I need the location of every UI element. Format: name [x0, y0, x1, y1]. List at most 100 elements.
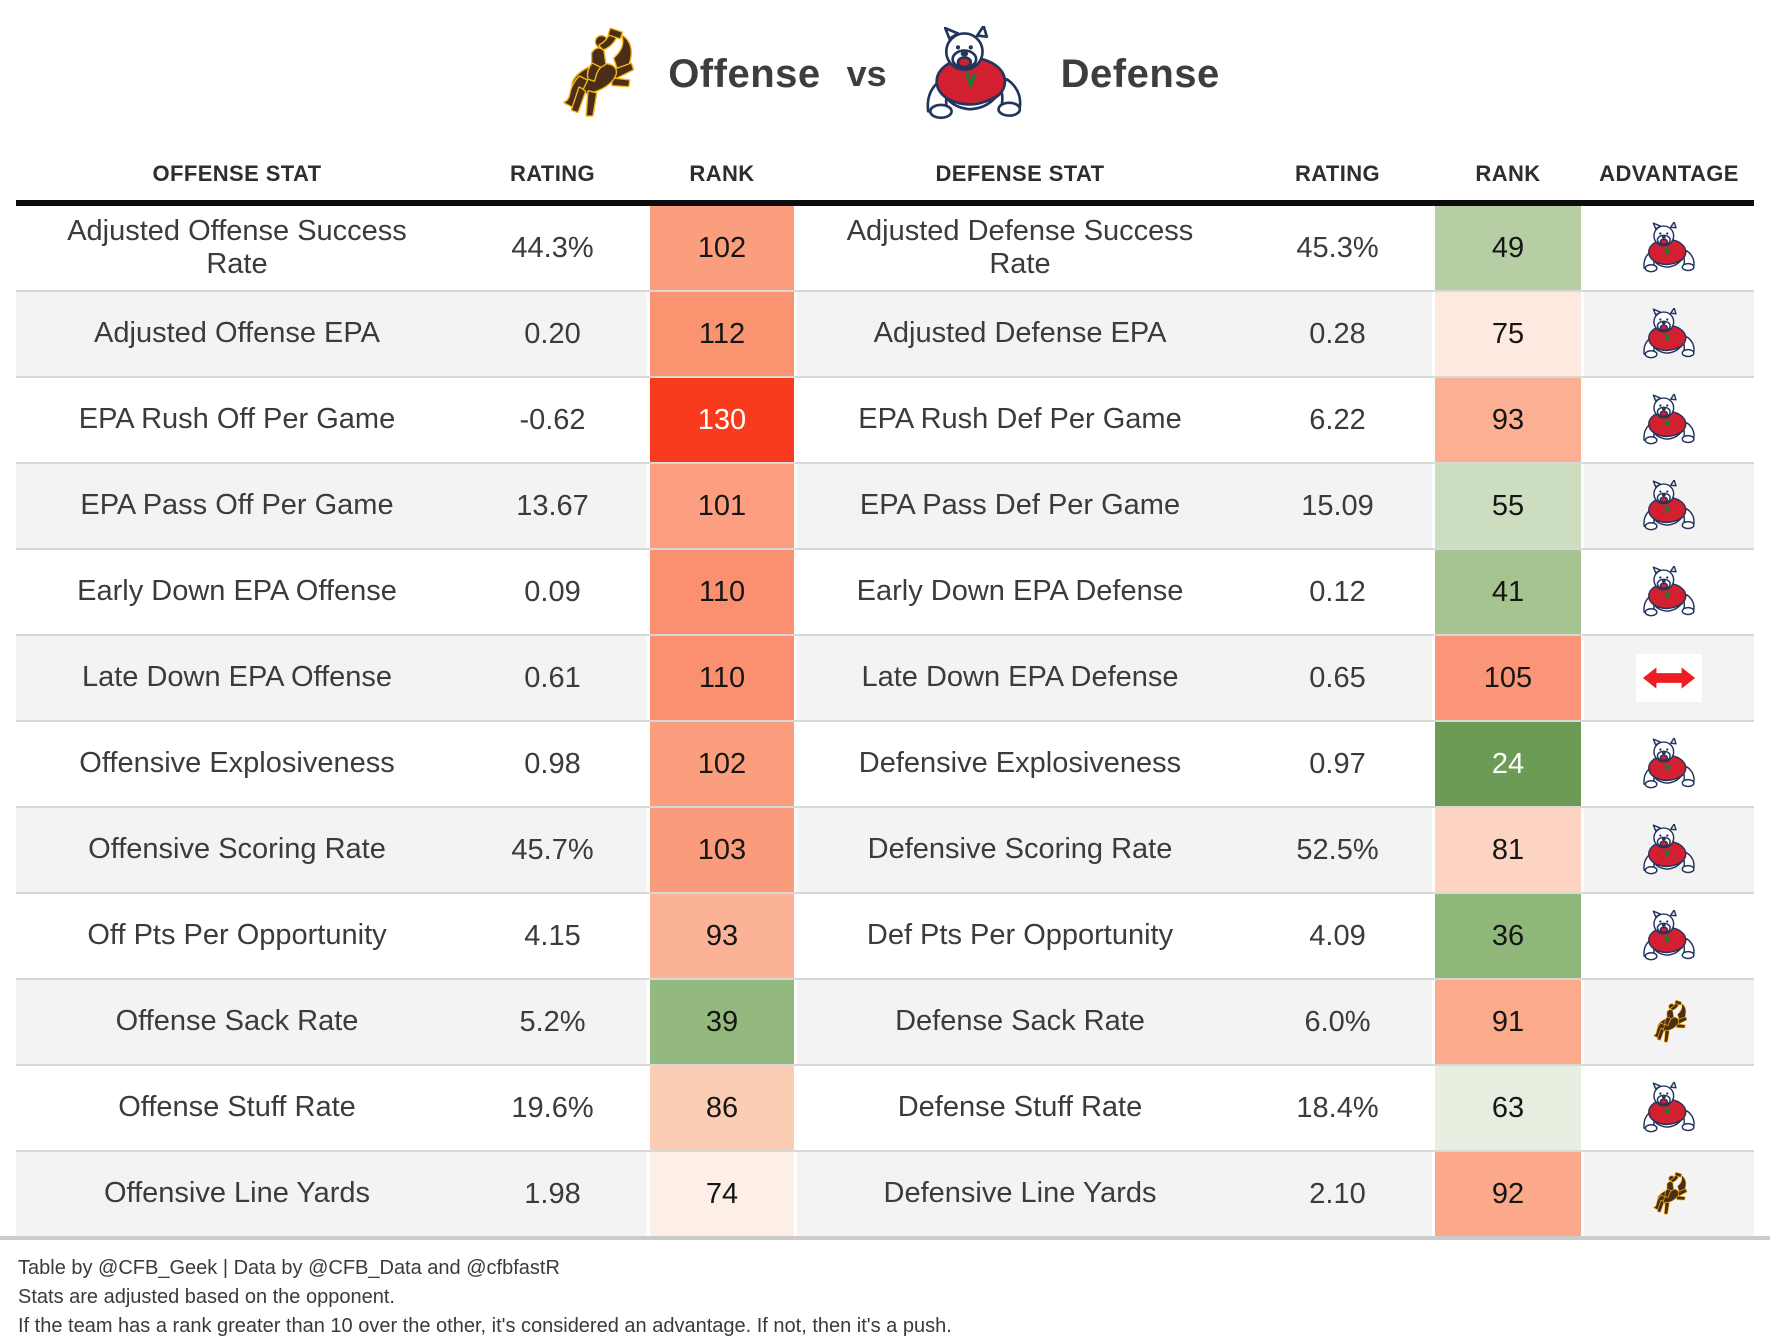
offense-rank-cell: 112 [647, 292, 797, 376]
defense-rating-cell-text: 15.09 [1301, 489, 1374, 522]
defense-rank-cell: 93 [1432, 378, 1584, 462]
footer-note-advantage-rule: If the team has a rank greater than 10 o… [18, 1315, 952, 1337]
defense-stat-cell-text: Early Down EPA Defense [856, 575, 1184, 608]
vs-label: vs [846, 53, 887, 94]
wyoming-cowboys-logo [1647, 1169, 1691, 1219]
offense-stat-column-header: OFFENSE STAT [152, 161, 322, 186]
fresno-state-bulldog-logo [1637, 480, 1701, 532]
table-row: Adjusted Offense EPA 0.20 112 Adjusted Defe… [16, 290, 1754, 376]
defense-title-label: Defense [1060, 51, 1220, 96]
offense-stat-cell-text: Adjusted Offense EPA [94, 317, 380, 350]
advantage-cell [1584, 894, 1754, 978]
offense-rating-cell: 19.6% [458, 1066, 647, 1150]
defense-rank-cell-text: 91 [1491, 1005, 1525, 1038]
table-row: Early Down EPA Offense 0.09 110 Early Down … [16, 548, 1754, 634]
offense-rating-cell-text: 44.3% [511, 231, 594, 264]
offense-stat-cell-text: Off Pts Per Opportunity [87, 919, 387, 952]
advantage-cell [1584, 206, 1754, 290]
advantage-cell [1584, 722, 1754, 806]
offense-rank-cell: 93 [647, 894, 797, 978]
offense-rank-cell: 110 [647, 550, 797, 634]
offense-rank-cell-text: 39 [705, 1005, 739, 1038]
offense-rank-cell: 39 [647, 980, 797, 1064]
defense-rank-cell: 24 [1432, 722, 1584, 806]
defense-stat-cell: EPA Pass Def Per Game [797, 464, 1243, 548]
defense-rank-cell: 55 [1432, 464, 1584, 548]
offense-stat-cell-text: Late Down EPA Offense [81, 661, 393, 694]
offense-rank-cell-text: 110 [698, 575, 746, 608]
defense-rating-cell-text: 0.12 [1309, 575, 1366, 608]
offense-stat-cell-text: Adjusted Offense Success Rate [67, 214, 407, 280]
advantage-cell [1584, 636, 1754, 720]
defense-stat-cell-text: Defense Sack Rate [895, 1005, 1145, 1038]
offense-rank-cell: 102 [647, 206, 797, 290]
offense-rating-cell: 1.98 [458, 1152, 647, 1236]
defense-stat-cell-text: EPA Rush Def Per Game [858, 403, 1182, 436]
defense-rank-cell-text: 105 [1483, 661, 1533, 694]
offense-rating-cell-text: 5.2% [519, 1005, 586, 1038]
defense-stat-cell: Adjusted Defense Success Rate [797, 206, 1243, 290]
offense-stat-cell: Early Down EPA Offense [16, 550, 458, 634]
offense-stat-cell-text: EPA Rush Off Per Game [78, 403, 396, 436]
defense-stat-cell: Late Down EPA Defense [797, 636, 1243, 720]
offense-rating-cell: 4.15 [458, 894, 647, 978]
advantage-cell [1584, 808, 1754, 892]
wyoming-cowboys-logo [1647, 997, 1691, 1047]
defense-stat-cell: Early Down EPA Defense [797, 550, 1243, 634]
offense-rating-cell: 44.3% [458, 206, 647, 290]
table-row: Offense Sack Rate 5.2% 39 Defense Sack Rate… [16, 978, 1754, 1064]
offense-stat-cell-text: Offensive Explosiveness [79, 747, 395, 780]
offense-rank-cell-text: 86 [705, 1091, 739, 1124]
defense-rating-cell-text: 4.09 [1309, 919, 1366, 952]
defense-stat-cell-text: Defensive Line Yards [883, 1177, 1157, 1210]
table-row: Adjusted Offense Success Rate 44.3% 102 Adj… [16, 206, 1754, 290]
defense-rank-cell-text: 49 [1491, 231, 1525, 264]
offense-rank-cell-text: 103 [697, 833, 747, 866]
offense-stat-cell: Adjusted Offense Success Rate [16, 206, 458, 290]
offense-title-label: Offense [668, 51, 821, 96]
defense-rank-cell: 92 [1432, 1152, 1584, 1236]
fresno-state-bulldog-logo [1637, 222, 1701, 274]
defense-stat-cell: Defense Stuff Rate [797, 1066, 1243, 1150]
offense-rating-cell-text: 13.67 [516, 489, 589, 522]
offense-stat-cell-text: Offense Sack Rate [115, 1005, 359, 1038]
advantage-cell [1584, 292, 1754, 376]
offense-rating-cell-text: 45.7% [511, 833, 594, 866]
defense-rating-cell-text: 2.10 [1309, 1177, 1366, 1210]
offense-rating-cell: 13.67 [458, 464, 647, 548]
defense-rank-cell-text: 41 [1491, 575, 1525, 608]
defense-rating-cell: 2.10 [1243, 1152, 1432, 1236]
offense-rating-column-header: RATING [509, 161, 596, 186]
fresno-state-bulldog-logo [1637, 308, 1701, 360]
advantage-cell [1584, 378, 1754, 462]
offense-stat-cell-text: Offensive Scoring Rate [88, 833, 386, 866]
fresno-state-bulldog-logo [1637, 394, 1701, 446]
offense-rank-column-header: RANK [689, 161, 755, 186]
defense-rating-cell: 0.12 [1243, 550, 1432, 634]
defense-rank-cell-text: 36 [1491, 919, 1525, 952]
offense-rank-cell: 74 [647, 1152, 797, 1236]
offense-stat-cell: Off Pts Per Opportunity [16, 894, 458, 978]
defense-rating-column-header: RATING [1294, 161, 1381, 186]
defense-rank-cell: 81 [1432, 808, 1584, 892]
fresno-state-bulldog-logo [1637, 910, 1701, 962]
defense-rank-cell: 75 [1432, 292, 1584, 376]
offense-stat-cell-text: Offensive Line Yards [104, 1177, 370, 1210]
table-row: Offensive Line Yards 1.98 74 Defensive Line… [16, 1150, 1754, 1236]
defense-rank-cell-text: 24 [1491, 747, 1525, 780]
defense-rank-cell-text: 81 [1491, 833, 1525, 866]
offense-rating-cell: -0.62 [458, 378, 647, 462]
defense-stat-cell-text: Defensive Scoring Rate [867, 833, 1173, 866]
defense-stat-cell: EPA Rush Def Per Game [797, 378, 1243, 462]
offense-rating-cell: 0.98 [458, 722, 647, 806]
offense-rating-cell: 0.61 [458, 636, 647, 720]
defense-stat-cell: Defensive Line Yards [797, 1152, 1243, 1236]
advantage-cell [1584, 1066, 1754, 1150]
column-header-row: OFFENSE STAT RATING RANK DEFENSE STAT RA… [16, 148, 1754, 206]
defense-rating-cell: 45.3% [1243, 206, 1432, 290]
offense-rating-cell-text: -0.62 [519, 403, 586, 436]
offense-stat-cell: Adjusted Offense EPA [16, 292, 458, 376]
defense-stat-cell: Adjusted Defense EPA [797, 292, 1243, 376]
offense-rating-cell-text: 0.20 [524, 317, 581, 350]
table-row: Off Pts Per Opportunity 4.15 93 Def Pts Per… [16, 892, 1754, 978]
